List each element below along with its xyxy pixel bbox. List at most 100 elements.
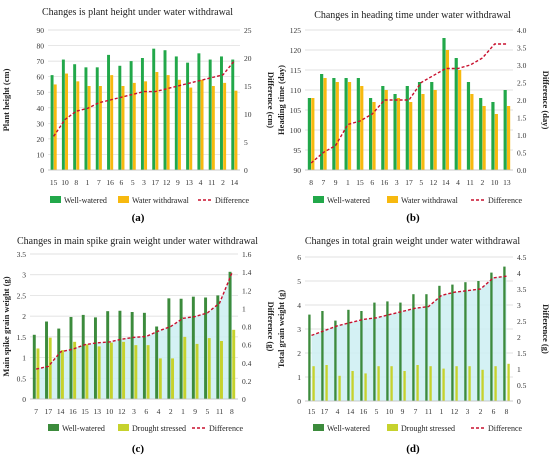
x-tick-label: 14 xyxy=(442,178,450,187)
y-tick-label: 125 xyxy=(290,26,302,35)
bar-stressed xyxy=(122,341,126,399)
legend-swatch-well-watered xyxy=(50,196,61,203)
x-tick-label: 6 xyxy=(370,178,374,187)
y-tick-label: 50 xyxy=(37,88,45,97)
x-tick-label: 12 xyxy=(118,407,126,416)
y2-axis-title: Difference (g) xyxy=(541,304,550,354)
bar-well-watered xyxy=(479,98,483,170)
bar-stressed xyxy=(445,50,450,170)
bar-stressed xyxy=(390,366,393,401)
y2-tick-label: 25 xyxy=(244,26,252,35)
y-tick-label: 60 xyxy=(37,73,45,82)
bar-stressed xyxy=(200,79,204,170)
bar-well-watered xyxy=(430,82,434,170)
y2-tick-label: 2 xyxy=(517,333,521,342)
panel-b: Changes in heading time under water with… xyxy=(275,0,550,210)
legend-swatch-stressed xyxy=(387,196,398,203)
y-tick-label: 2 xyxy=(297,349,301,358)
bar-well-watered xyxy=(368,98,373,170)
bar-well-watered xyxy=(95,67,99,170)
x-tick-label: 17 xyxy=(321,407,329,416)
x-tick-label: 16 xyxy=(106,178,114,187)
x-tick-label: 13 xyxy=(185,178,193,187)
x-tick-label: 3 xyxy=(132,407,136,416)
bar-stressed xyxy=(211,86,215,170)
panel-a: Changes is plant height under water with… xyxy=(0,0,275,210)
bar-well-watered xyxy=(208,59,212,170)
chart-title: Changes in main spike grain weight under… xyxy=(17,236,258,247)
bar-stressed xyxy=(97,346,101,399)
bar-well-watered xyxy=(454,58,458,170)
bar-well-watered xyxy=(231,59,235,170)
x-tick-label: 1 xyxy=(86,178,90,187)
y2-tick-label: 10 xyxy=(244,110,252,119)
y2-tick-label: 3.5 xyxy=(517,285,527,294)
bar-well-watered xyxy=(130,312,134,399)
x-tick-label: 12 xyxy=(430,178,438,187)
x-tick-label: 5 xyxy=(419,178,423,187)
y2-tick-label: 1.6 xyxy=(242,250,252,259)
x-tick-label: 16 xyxy=(381,178,389,187)
legend-swatch-well-watered xyxy=(48,424,59,431)
bar-well-watered xyxy=(45,321,48,399)
bar-well-watered xyxy=(477,281,480,401)
panel-c: Changes in main spike grain weight under… xyxy=(0,226,275,438)
bar-stressed xyxy=(433,90,437,170)
x-tick-label: 4 xyxy=(157,407,161,416)
x-tick-label: 2 xyxy=(169,407,173,416)
x-tick-label: 9 xyxy=(334,178,338,187)
bar-stressed xyxy=(458,70,462,170)
bar-stressed xyxy=(234,90,238,170)
y-tick-label: 0.5 xyxy=(17,374,27,383)
y-tick-label: 1 xyxy=(297,373,301,382)
bar-well-watered xyxy=(186,62,190,170)
bar-well-watered xyxy=(174,56,178,170)
bar-well-watered xyxy=(140,58,144,170)
bar-well-watered xyxy=(451,284,454,401)
bar-well-watered xyxy=(356,78,360,170)
x-tick-label: 8 xyxy=(230,407,234,416)
caption-a: (a) xyxy=(131,212,145,224)
bar-well-watered xyxy=(107,54,111,171)
bar-well-watered xyxy=(167,298,171,399)
bar-stressed xyxy=(470,94,474,170)
legend-label: Water withdrawal xyxy=(401,196,459,205)
x-tick-label: 7 xyxy=(34,407,38,416)
chart-title: Changes is plant height under water with… xyxy=(42,7,233,18)
y2-tick-label: 2.5 xyxy=(517,317,527,326)
bar-well-watered xyxy=(344,78,348,170)
bar-well-watered xyxy=(334,320,337,401)
legend-label: Drought stressed xyxy=(401,424,455,433)
bar-stressed xyxy=(468,366,471,401)
legend-swatch-well-watered xyxy=(313,196,324,203)
y-tick-label: 70 xyxy=(37,57,45,66)
y2-tick-label: 0.2 xyxy=(242,377,252,386)
bar-well-watered xyxy=(191,296,195,399)
x-tick-label: 17 xyxy=(152,178,160,187)
y-tick-label: 90 xyxy=(294,166,302,175)
bar-stressed xyxy=(109,342,113,399)
bar-stressed xyxy=(207,338,211,399)
bar-well-watered xyxy=(155,326,159,399)
y-tick-label: 3 xyxy=(297,325,301,334)
difference-line xyxy=(35,272,233,370)
legend-label: Drought stressed xyxy=(132,424,186,433)
x-tick-label: 10 xyxy=(386,407,394,416)
bar-stressed xyxy=(48,337,52,399)
x-tick-label: 5 xyxy=(375,407,379,416)
y-tick-label: 5 xyxy=(297,277,301,286)
y-tick-label: 0 xyxy=(22,395,26,404)
x-tick-label: 14 xyxy=(231,178,239,187)
legend-label: Difference xyxy=(215,196,250,205)
y-tick-label: 95 xyxy=(294,146,302,155)
y-tick-label: 3.5 xyxy=(17,250,27,259)
y-tick-label: 40 xyxy=(37,104,45,113)
y2-tick-label: 15 xyxy=(244,82,252,91)
bar-well-watered xyxy=(220,56,223,170)
bar-well-watered xyxy=(84,67,88,170)
caption-b: (b) xyxy=(406,212,420,224)
bar-well-watered xyxy=(50,75,54,170)
y2-tick-label: 1 xyxy=(517,365,521,374)
bar-stressed xyxy=(429,366,432,401)
bar-stressed xyxy=(134,345,138,399)
